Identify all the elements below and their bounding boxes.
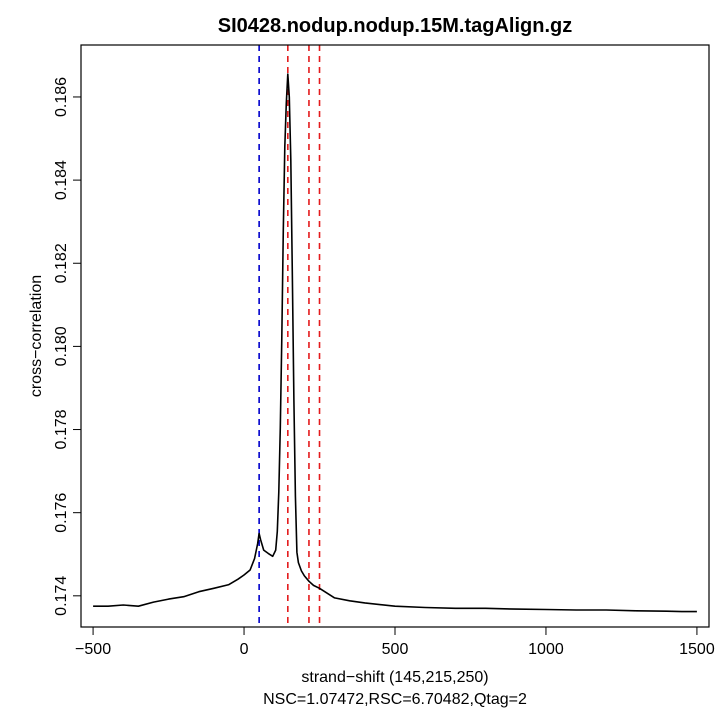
x-axis: −500 0 500 1000 1500	[75, 627, 715, 658]
chart-title: SI0428.nodup.nodup.15M.tagAlign.gz	[218, 15, 572, 37]
y-axis-label: cross−correlation	[28, 275, 45, 397]
y-axis: 0.174 0.176 0.178 0.180 0.182 0.184 0.186	[53, 77, 81, 616]
y-tick-label: 0.176	[53, 493, 70, 533]
y-tick-label: 0.174	[53, 576, 70, 616]
x-tick-label: 500	[382, 641, 409, 658]
x-tick-label: 1500	[679, 641, 715, 658]
plot-frame	[80, 44, 710, 628]
chart-subtitle: NSC=1.07472,RSC=6.70482,Qtag=2	[263, 691, 527, 708]
y-tick-label: 0.182	[53, 243, 70, 283]
y-tick-label: 0.180	[53, 326, 70, 366]
x-tick-label: 0	[240, 641, 249, 658]
x-tick-label: −500	[75, 641, 111, 658]
y-tick-label: 0.184	[53, 160, 70, 200]
y-tick-label: 0.178	[53, 409, 70, 449]
x-tick-label: 1000	[528, 641, 564, 658]
x-axis-label: strand−shift (145,215,250)	[301, 669, 488, 686]
reference-lines	[258, 45, 321, 627]
y-tick-label: 0.186	[53, 77, 70, 117]
series-line-0	[93, 73, 697, 613]
series-group	[93, 73, 697, 613]
